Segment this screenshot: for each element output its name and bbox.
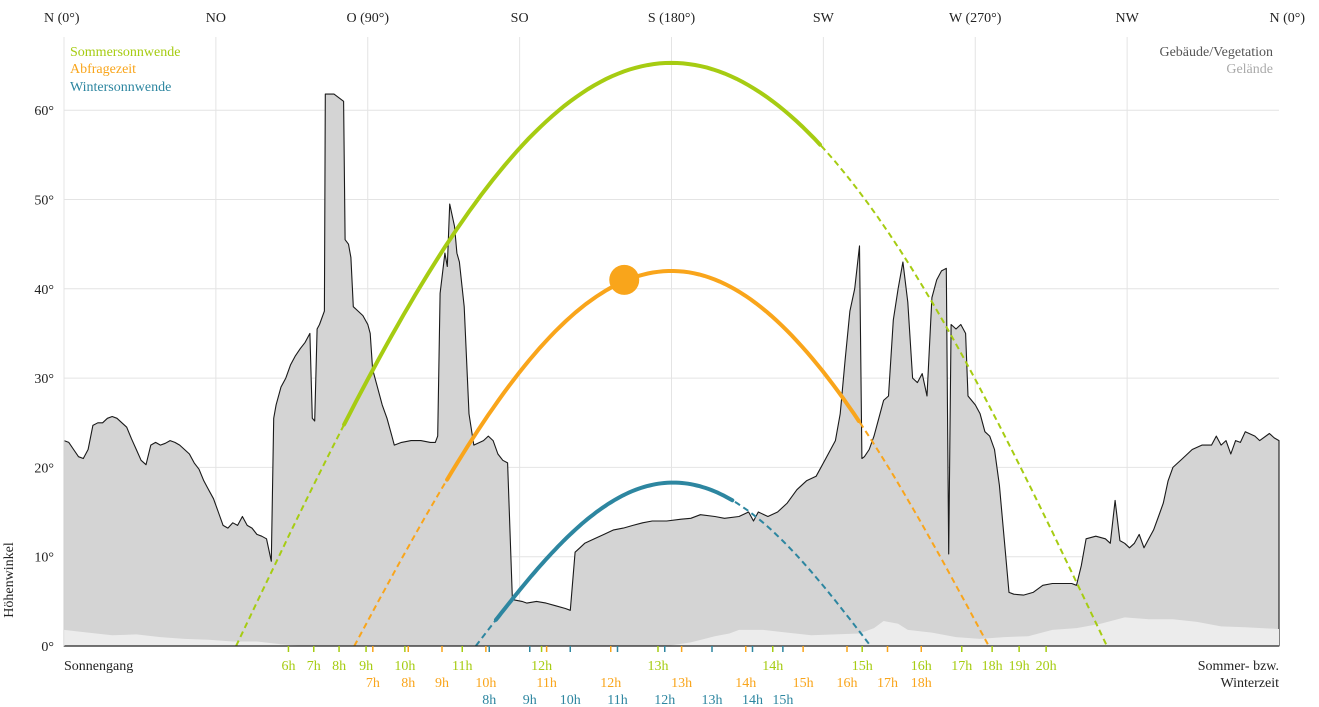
- hour-label: 10h: [394, 659, 415, 674]
- sun-paths: [235, 60, 1108, 647]
- hour-label: 13h: [702, 693, 723, 707]
- y-axis-label: Höhenwinkel: [2, 542, 17, 618]
- time-mode-label-line1: Sommer- bzw.: [1198, 659, 1279, 674]
- y-tick-label: 60°: [34, 104, 54, 119]
- sun-path-visible: [494, 480, 735, 622]
- hour-label: 8h: [332, 659, 346, 674]
- legend-winter-solstice: Wintersonnwende: [70, 80, 171, 95]
- y-tick-label: 30°: [34, 372, 54, 387]
- hour-label: 12h: [600, 676, 621, 691]
- hour-label: 11h: [536, 676, 556, 691]
- hour-labels: 6h 7h 8h 9h 10h 11h 12h 13h 14h 15h 16h 17h 18h 19h 20…: [281, 646, 1057, 707]
- hour-label: 11h: [607, 693, 627, 707]
- hour-label: 14h: [735, 676, 756, 691]
- legend-query-time: Abfragezeit: [70, 62, 136, 77]
- hour-label: 17h: [951, 659, 972, 674]
- y-tick-label: 50°: [34, 194, 54, 209]
- hour-label: 20h: [1036, 659, 1057, 674]
- hour-label: 9h: [523, 693, 537, 707]
- hour-label: 15h: [793, 676, 814, 691]
- terrain-horizon: [64, 617, 1279, 646]
- horizon-area: [63, 93, 1280, 647]
- hour-label: 8h: [401, 676, 415, 691]
- hour-label: 9h: [359, 659, 373, 674]
- time-mode-label-line2: Winterzeit: [1220, 676, 1279, 691]
- y-tick-label: 40°: [34, 283, 54, 298]
- hour-label: 15h: [772, 693, 793, 707]
- x-tick-label: N (0°): [1269, 11, 1305, 26]
- x-tick-label: W (270°): [949, 11, 1002, 26]
- x-tick-label: N (0°): [44, 11, 80, 26]
- x-tick-label: S (180°): [648, 11, 696, 26]
- hour-label: 8h: [482, 693, 496, 707]
- hour-label: 18h: [911, 676, 932, 691]
- hour-label: 9h: [435, 676, 449, 691]
- hour-label: 12h: [654, 693, 675, 707]
- y-tick-label: 0°: [41, 640, 54, 655]
- hour-label: 6h: [281, 659, 295, 674]
- x-tick-label: SO: [511, 11, 529, 26]
- hour-label: 16h: [837, 676, 858, 691]
- hour-label: 11h: [452, 659, 472, 674]
- hour-label: 16h: [911, 659, 932, 674]
- hour-label: 14h: [762, 659, 783, 674]
- legend-left: Sommersonnwende Abfragezeit Wintersonnwe…: [70, 45, 180, 95]
- hour-label: 13h: [648, 659, 669, 674]
- hour-label: 18h: [982, 659, 1003, 674]
- sun-path-visible: [445, 269, 861, 482]
- legend-summer-solstice: Sommersonnwende: [70, 45, 180, 60]
- hour-label: 12h: [531, 659, 552, 674]
- axes: N (0°) NO O (90°) SO S (180°) SW W (270°) NW N (…: [34, 11, 1305, 655]
- x-tick-label: NO: [206, 11, 226, 26]
- grid-lines: [64, 37, 1279, 646]
- x-tick-label: SW: [813, 11, 835, 26]
- hour-label: 13h: [671, 676, 692, 691]
- x-tick-label: O (90°): [346, 11, 389, 26]
- hour-label: 10h: [475, 676, 496, 691]
- y-tick-label: 20°: [34, 461, 54, 476]
- legend-terrain: Gelände: [1226, 62, 1273, 77]
- hour-label: 14h: [742, 693, 763, 707]
- y-tick-label: 10°: [34, 551, 54, 566]
- x-tick-label: NW: [1115, 11, 1139, 26]
- hour-label: 7h: [366, 676, 380, 691]
- buildings-vegetation-horizon: [63, 93, 1280, 647]
- legend-buildings-vegetation: Gebäude/Vegetation: [1159, 45, 1273, 60]
- current-sun-marker: [609, 264, 640, 295]
- hour-label: 7h: [307, 659, 321, 674]
- hour-label: 10h: [560, 693, 581, 707]
- hour-label: 15h: [852, 659, 873, 674]
- hour-label: 19h: [1009, 659, 1030, 674]
- sun-course-label: Sonnengang: [64, 659, 133, 674]
- hour-label: 17h: [877, 676, 898, 691]
- sun-path-visible: [342, 60, 822, 427]
- legend-right: Gebäude/Vegetation Gelände: [1159, 45, 1273, 77]
